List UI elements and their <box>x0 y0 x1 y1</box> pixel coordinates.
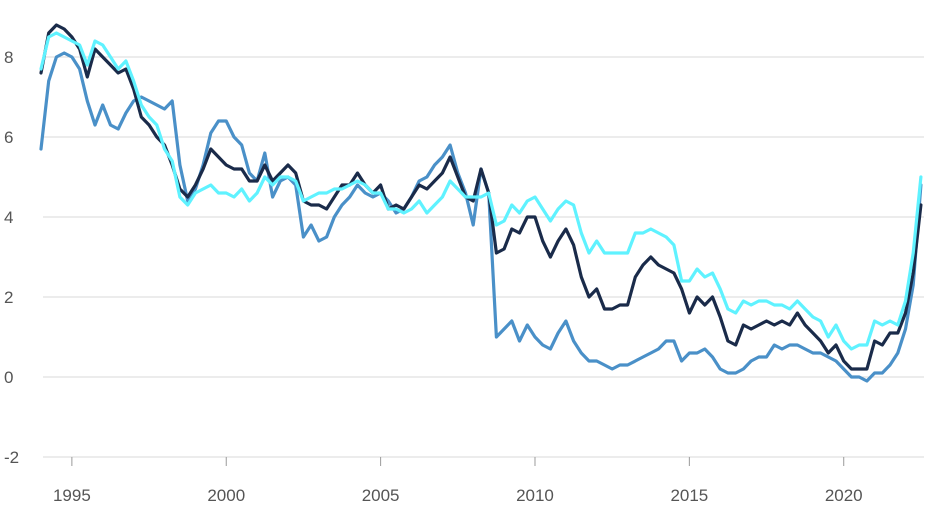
x-tick-label: 2015 <box>670 486 708 505</box>
x-axis-ticks: 1995 2000 2005 2010 2015 2020 <box>53 457 863 505</box>
y-tick-label: 4 <box>4 208 13 227</box>
gridlines <box>43 56 924 458</box>
y-axis-tick-labels: -2 0 2 4 6 8 <box>4 48 19 467</box>
x-tick-label: 2005 <box>362 486 400 505</box>
x-tick-label: 1995 <box>53 486 91 505</box>
x-tick-label: 2000 <box>207 486 245 505</box>
y-tick-label: 0 <box>4 368 13 387</box>
y-tick-label: 2 <box>4 288 13 307</box>
y-tick-label: 8 <box>4 48 13 67</box>
series-lines <box>39 23 923 383</box>
y-tick-label: -2 <box>4 448 19 467</box>
series-line-2 <box>39 23 923 371</box>
y-tick-label: 6 <box>4 128 13 147</box>
x-tick-label: 2020 <box>825 486 863 505</box>
x-tick-label: 2010 <box>516 486 554 505</box>
series-line-3 <box>39 31 923 351</box>
